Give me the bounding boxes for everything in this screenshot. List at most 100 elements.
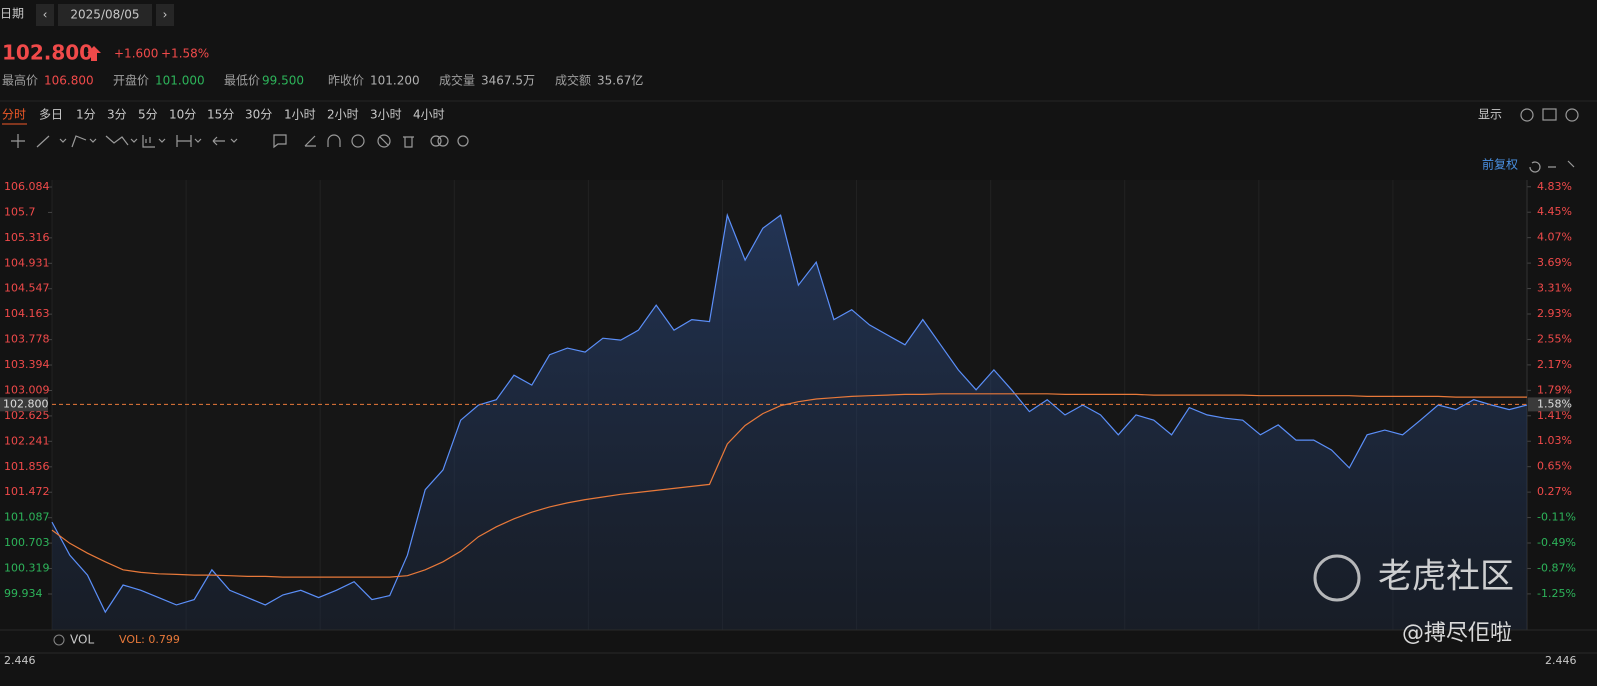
y2-tick-label: 3.69% (1537, 256, 1572, 269)
prev-arrow: ‹ (43, 8, 48, 22)
y-tick-label: 105.7 (4, 205, 36, 218)
y2-tick-label: 1.41% (1537, 409, 1572, 422)
stat-label: 成交量 (439, 73, 475, 88)
y-tick-label: 103.009 (4, 384, 50, 397)
magnet-tool[interactable] (327, 134, 341, 147)
price-area (52, 215, 1527, 630)
stat-value: 101.000 (155, 74, 205, 88)
y-tick-label: 99.934 (4, 587, 43, 600)
display[interactable]: 显示 (1478, 108, 1502, 122)
stat-value: 99.500 (262, 74, 304, 88)
wave-tool[interactable] (105, 135, 138, 146)
eye-tool[interactable] (351, 134, 365, 148)
y-tick-label: 106.084 (4, 180, 50, 193)
compare-tool[interactable] (437, 135, 449, 147)
next-day[interactable] (156, 4, 174, 26)
settings-tool[interactable] (457, 135, 469, 147)
y2-tick-label: 4.83% (1537, 180, 1572, 193)
y2-tick-label: 4.45% (1537, 205, 1572, 218)
stat-value: 101.200 (370, 74, 420, 88)
y2-tick-label: 2.17% (1537, 358, 1572, 371)
up-arrow (87, 46, 101, 61)
y2-tick-label: -0.87% (1537, 561, 1576, 574)
period-tab[interactable]: 5分 (138, 108, 158, 122)
delete-tool[interactable] (403, 136, 414, 148)
price: 102.800 (2, 41, 93, 65)
brand-logo (1313, 554, 1361, 602)
last-pct-label: 1.58% (1537, 397, 1572, 410)
close-vol[interactable] (53, 634, 65, 646)
y-tick-label: 100.703 (4, 536, 50, 549)
stat-label: 最低价 (224, 74, 260, 88)
measure-tool[interactable] (176, 135, 202, 147)
toolbar (11, 108, 1579, 173)
period-tab[interactable]: 10分 (169, 108, 196, 122)
period-tab[interactable]: 1分 (76, 108, 96, 122)
y2-tick-label: 2.55% (1537, 332, 1572, 345)
date: 2025/08/05 (70, 8, 139, 22)
plot: 4.83% 106.084 4.45% 105.7 4.07% 105.316 3.69% 1… (0, 180, 1576, 630)
y2-tick-label: 4.07% (1537, 231, 1572, 244)
author: @搏尽佢啦 (1402, 621, 1512, 646)
channel-tool[interactable] (71, 135, 97, 148)
arrow-tool[interactable] (212, 136, 238, 146)
change: +1.600 (114, 47, 158, 61)
vol-scale-right: 2.446 (1545, 654, 1577, 667)
y-tick-label: 104.931 (4, 256, 50, 269)
period-tab[interactable]: 分时 (2, 108, 26, 122)
avg-line (51, 393, 1527, 578)
period-tab[interactable]: 3小时 (370, 108, 402, 122)
camera-icon[interactable] (1542, 108, 1557, 121)
y2-tick-label: -0.11% (1537, 511, 1576, 524)
y2-tick-label: 1.79% (1537, 383, 1572, 396)
y-tick-label: 105.316 (4, 231, 50, 244)
y2-tick-label: 1.03% (1537, 434, 1572, 447)
last-price-label: 102.800 (3, 397, 49, 410)
y2-tick-label: -0.49% (1537, 536, 1576, 549)
change-pct: +1.58% (161, 47, 209, 61)
fullscreen-icon[interactable] (1565, 108, 1579, 122)
line-tool[interactable] (36, 135, 67, 148)
y-tick-label: 102.241 (4, 434, 50, 447)
period-tab[interactable]: 多日 (39, 108, 63, 122)
hide-tool[interactable] (377, 134, 391, 148)
last-pct-box (1528, 397, 1570, 412)
stat-value: 3467.5万 (481, 74, 535, 88)
last-price-box (0, 397, 48, 412)
y-tick-label: 101.087 (4, 511, 50, 524)
y2-tick-label: 2.93% (1537, 307, 1572, 320)
pen-tool[interactable] (304, 135, 316, 147)
adjust[interactable]: 前复权 (1482, 157, 1518, 172)
settings-icon[interactable] (1520, 108, 1534, 122)
stat-label: 成交额 (555, 73, 591, 88)
y-tick-label: 103.778 (4, 333, 50, 346)
y2-tick-label: 0.65% (1537, 460, 1572, 473)
stat-value: 35.67亿 (597, 73, 643, 88)
stat-label: 昨收价 (328, 74, 364, 88)
y2-tick-label: 0.27% (1537, 485, 1572, 498)
price-line (51, 212, 1528, 614)
stat-label: 最高价 (2, 73, 38, 88)
vol-label: VOL (70, 633, 94, 647)
y-tick-label: 103.394 (4, 358, 50, 371)
period-tab[interactable]: 1小时 (284, 108, 316, 122)
move-tool[interactable] (11, 134, 25, 148)
stat-value: 106.800 (44, 74, 94, 88)
date-box[interactable] (58, 4, 152, 26)
period-tab[interactable]: 3分 (107, 108, 127, 122)
period-tab[interactable]: 15分 (207, 108, 234, 122)
fib-tool[interactable] (142, 135, 166, 148)
prev-day[interactable] (36, 4, 54, 26)
vol-value: VOL: 0.799 (119, 633, 180, 646)
y-tick-label: 102.625 (4, 409, 50, 422)
period-tab[interactable]: 4小时 (413, 108, 445, 122)
y-tick-label: 101.856 (4, 460, 50, 473)
y-tick-label: 100.319 (4, 562, 50, 575)
note-tool[interactable] (273, 134, 287, 149)
period-tab[interactable]: 2小时 (327, 108, 359, 122)
chart-controls[interactable] (1529, 160, 1575, 173)
y2-tick-label: -1.25% (1537, 587, 1576, 600)
stat-label: 开盘价 (113, 73, 149, 88)
period-tab[interactable]: 30分 (245, 108, 272, 122)
